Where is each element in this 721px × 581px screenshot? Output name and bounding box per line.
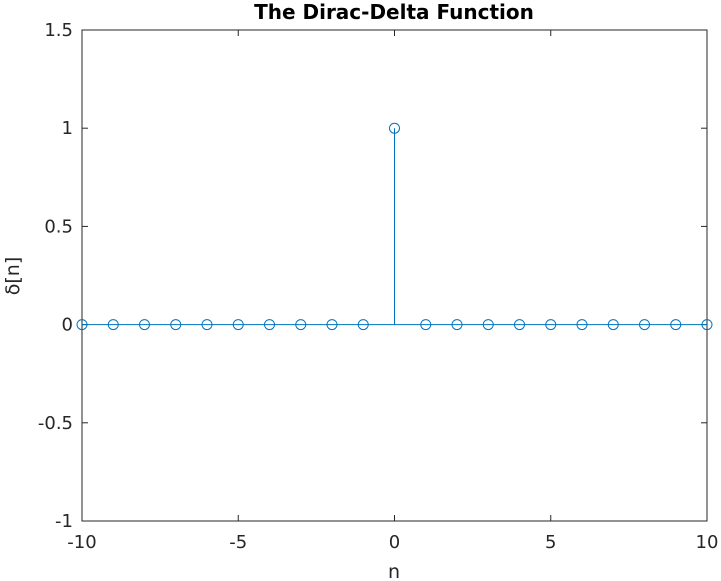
stem-marker xyxy=(576,319,588,331)
stem-marker xyxy=(264,319,275,331)
y-tick-label: 0.5 xyxy=(44,216,73,237)
stem-marker xyxy=(232,319,244,331)
stem-marker xyxy=(107,319,119,331)
stem-marker xyxy=(357,319,369,331)
x-tick-label: -5 xyxy=(229,532,247,553)
y-tick-label: 1.5 xyxy=(44,20,73,41)
stem-marker xyxy=(326,319,338,331)
x-tick-label: 5 xyxy=(545,532,556,553)
stem-marker xyxy=(545,319,557,331)
plot-area xyxy=(76,29,713,522)
stem-marker xyxy=(701,319,713,331)
x-tick-labels: -10 -5 0 5 10 xyxy=(67,532,718,553)
stem-marker xyxy=(639,319,650,331)
stem-marker xyxy=(170,319,182,331)
x-tick-label: 0 xyxy=(389,532,400,553)
x-tick-label: -10 xyxy=(67,532,96,553)
stem-marker xyxy=(607,319,619,331)
stem-marker xyxy=(482,319,494,331)
stem-marker xyxy=(389,122,400,134)
stem-marker xyxy=(514,319,525,331)
x-tick-label: 10 xyxy=(696,532,719,553)
y-tick-label: -0.5 xyxy=(38,413,73,434)
stem-marker xyxy=(139,319,150,331)
y-tick-label: 0 xyxy=(62,315,73,336)
x-axis-label: n xyxy=(388,561,400,581)
stem-marker xyxy=(451,319,463,331)
y-tick-labels: -1 -0.5 0 0.5 1 1.5 xyxy=(38,20,73,532)
y-axis-label: δ[n] xyxy=(2,257,24,296)
stem-marker xyxy=(201,319,213,331)
y-tick-label: -1 xyxy=(55,511,73,532)
y-tick-label: 1 xyxy=(62,118,73,139)
stem-marker xyxy=(420,319,432,331)
stem-marker xyxy=(670,319,682,331)
stem-series xyxy=(76,122,713,331)
stem-marker xyxy=(295,319,307,331)
chart-title: The Dirac-Delta Function xyxy=(254,0,534,24)
stem-marker xyxy=(76,319,88,331)
